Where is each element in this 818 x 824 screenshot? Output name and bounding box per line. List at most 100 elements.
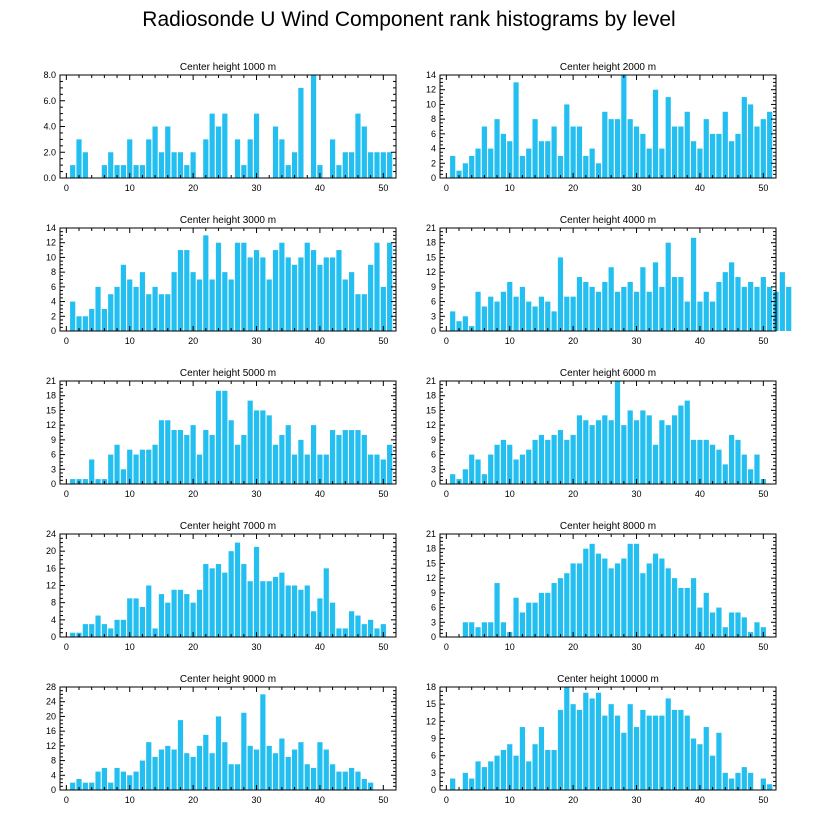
histogram-bar — [722, 464, 728, 484]
histogram-bar — [387, 242, 393, 331]
histogram-bar — [310, 250, 317, 331]
histogram-bar — [722, 111, 728, 178]
histogram-bar — [279, 738, 285, 790]
histogram-bar — [608, 267, 614, 331]
histogram-bar — [557, 709, 564, 790]
histogram-bar — [551, 311, 557, 331]
histogram-bar — [241, 564, 247, 637]
histogram-bar — [697, 607, 703, 637]
histogram-bar — [500, 291, 506, 331]
histogram-bar — [500, 439, 506, 484]
histogram-bar — [336, 434, 342, 484]
histogram-bar — [336, 250, 342, 331]
histogram-bar — [139, 760, 146, 790]
x-tick-label: 50 — [378, 795, 388, 805]
histogram-panel: Center height 8000 m 0 10 20 30 40 50 0 3 6 9 12 15 1… — [426, 521, 777, 652]
histogram-bar — [494, 583, 500, 637]
histogram-bar — [513, 82, 519, 178]
histogram-bar — [70, 165, 76, 178]
histogram-bar — [538, 727, 545, 790]
histogram-bar — [209, 753, 215, 790]
histogram-bar — [158, 749, 165, 790]
histogram-bar — [627, 410, 633, 484]
histogram-bar — [551, 126, 557, 178]
histogram-bar — [538, 434, 545, 484]
histogram-bar — [89, 624, 95, 637]
y-tick-label: 4 — [51, 770, 56, 780]
panel-title: Center height 8000 m — [560, 521, 656, 532]
histogram-bar — [564, 296, 570, 331]
histogram-bar — [760, 778, 766, 790]
histogram-bar — [158, 294, 165, 331]
histogram-bar — [729, 778, 735, 790]
histogram-bar — [133, 454, 139, 484]
histogram-bar — [652, 444, 659, 484]
x-tick-label: 0 — [444, 642, 449, 652]
y-tick-label: 4 — [431, 144, 436, 154]
histogram-bar — [697, 439, 703, 484]
x-tick-label: 40 — [695, 489, 705, 499]
y-tick-label: 0 — [431, 632, 436, 642]
histogram-bar — [475, 459, 481, 484]
histogram-bar — [481, 306, 487, 331]
histogram-bar — [266, 279, 272, 331]
panel-title: Center height 5000 m — [180, 368, 276, 379]
histogram-bar — [488, 761, 494, 790]
histogram-bar — [475, 627, 481, 637]
histogram-bar — [716, 281, 722, 331]
histogram-bar — [488, 148, 494, 178]
histogram-bar — [260, 694, 266, 790]
y-tick-label: 0.0 — [43, 173, 56, 183]
histogram-bar — [716, 732, 722, 790]
histogram-bar — [659, 715, 665, 790]
histogram-bar — [330, 139, 336, 178]
histogram-bar — [171, 749, 177, 790]
histogram-bar — [564, 687, 570, 790]
histogram-bar — [608, 420, 614, 484]
histogram-bar — [228, 551, 234, 637]
histogram-bar — [748, 281, 754, 331]
y-tick-label: 16 — [46, 726, 56, 736]
panel-title: Center height 4000 m — [560, 215, 656, 226]
histogram-bar — [633, 727, 640, 790]
x-tick-label: 20 — [188, 795, 198, 805]
histogram-bar — [380, 152, 386, 178]
histogram-bar — [177, 250, 184, 331]
y-tick-label: 6 — [431, 603, 436, 613]
histogram-bar — [602, 558, 608, 637]
histogram-bar — [450, 155, 456, 178]
histogram-bar — [184, 434, 190, 484]
histogram-bar — [589, 148, 595, 178]
histogram-bar — [310, 767, 317, 790]
histogram-bar — [633, 291, 640, 331]
histogram-bar — [342, 771, 348, 790]
histogram-bar — [760, 277, 766, 331]
histogram-bar — [684, 400, 690, 484]
histogram-bar — [538, 141, 545, 178]
histogram-bar — [82, 479, 88, 484]
histogram-bar — [171, 272, 177, 331]
histogram-bar — [576, 563, 583, 637]
histogram-bar — [519, 155, 526, 178]
histogram-bar — [500, 622, 506, 637]
histogram-bar — [228, 764, 234, 790]
histogram-bar — [374, 152, 380, 178]
histogram-bar — [336, 165, 342, 178]
histogram-bar — [475, 761, 481, 790]
histogram-bar — [196, 279, 203, 331]
y-tick-label: 2 — [431, 158, 436, 168]
histogram-bar — [108, 454, 114, 484]
histogram-bar — [127, 279, 133, 331]
histogram-bar — [735, 277, 741, 331]
histogram-bar — [247, 745, 253, 790]
histogram-bar — [583, 155, 589, 178]
y-tick-label: 18 — [426, 238, 436, 248]
histogram-bar — [152, 286, 158, 331]
histogram-bar — [165, 745, 171, 790]
histogram-bar — [133, 598, 139, 637]
histogram-bar — [608, 568, 614, 637]
histogram-bar — [380, 624, 386, 637]
histogram-bar — [241, 165, 247, 178]
histogram-bar — [595, 553, 602, 637]
histogram-bar — [526, 148, 532, 178]
